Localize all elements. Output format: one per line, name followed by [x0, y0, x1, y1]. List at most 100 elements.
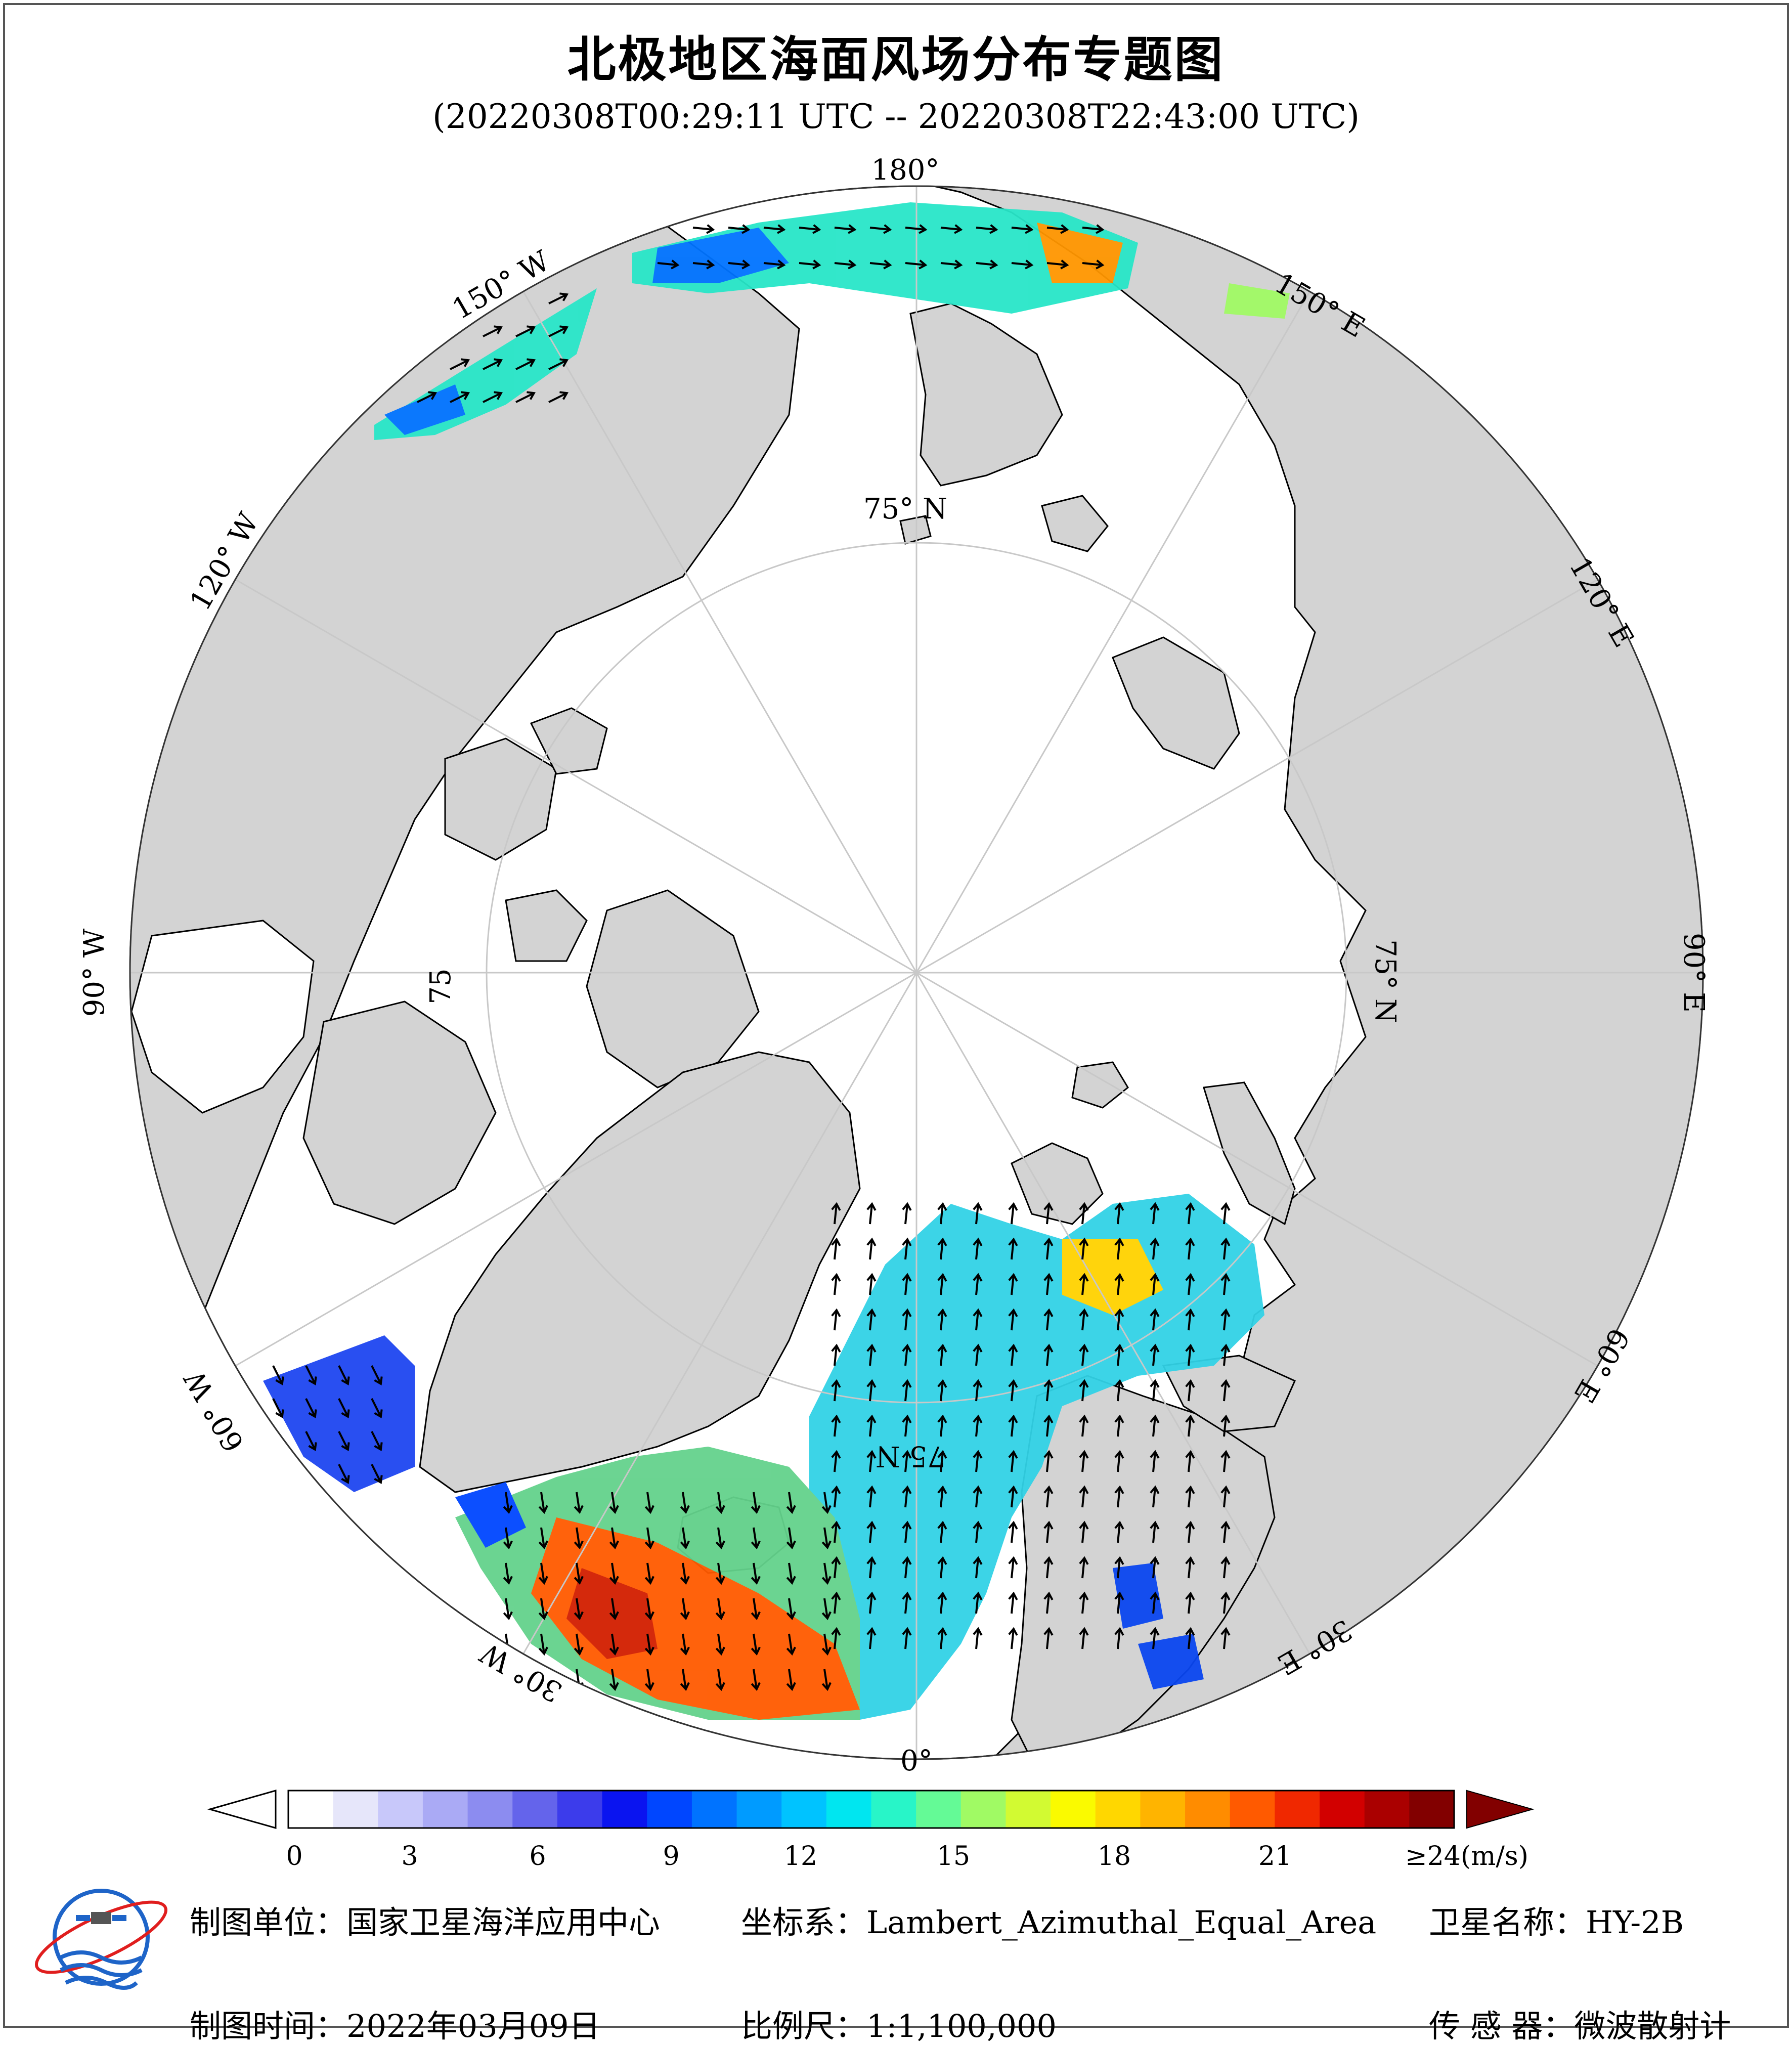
wind-arrow [866, 1627, 877, 1649]
graticule [130, 186, 1703, 1759]
info-scale-value: 1:1,100,000 [866, 2008, 1057, 2044]
info-org: 制图单位：国家卫星海洋应用中心 [190, 1897, 660, 1942]
wind-arrow [1150, 1273, 1160, 1295]
colorbar [207, 1790, 1535, 1829]
wind-arrow [973, 1237, 983, 1260]
wind-arrow [866, 1202, 877, 1225]
wind-arrow [831, 1520, 841, 1543]
colorbar-tick-9: 9 [663, 1841, 680, 1871]
wind-arrow [1220, 1520, 1231, 1543]
colorbar-tick-15: 15 [936, 1841, 971, 1871]
wind-arrow [937, 1414, 947, 1437]
wind-arrow [976, 224, 998, 234]
wind-arrow [786, 1598, 796, 1621]
wind-arrow [937, 1450, 947, 1472]
wind-arrow [1185, 1591, 1195, 1614]
wind-arrow [450, 358, 470, 370]
swath-baltic2 [1138, 1634, 1204, 1689]
wind-arrow [1008, 1343, 1018, 1366]
wind-arrow [515, 358, 536, 370]
wind-vector-arrows [272, 224, 1231, 1691]
wind-arrow [1008, 1237, 1018, 1260]
wind-arrow [1114, 1520, 1124, 1543]
colorbar-cell [647, 1791, 692, 1828]
colorbar-cell [1185, 1791, 1231, 1828]
wind-arrow [609, 1562, 619, 1585]
wind-arrow [786, 1492, 796, 1514]
wind-arrow [831, 1414, 841, 1437]
wind-arrow [1008, 1591, 1018, 1614]
wind-arrow [902, 1591, 912, 1614]
colorbar-cells [288, 1791, 1455, 1828]
wind-arrow [1079, 1450, 1089, 1472]
colorbar-cell [691, 1791, 737, 1828]
colorbar-cell [422, 1791, 468, 1828]
wind-arrow [371, 1464, 383, 1485]
wind-arrow [644, 1527, 654, 1550]
wind-arrow [786, 1562, 796, 1585]
wind-arrow [1114, 1591, 1124, 1614]
land-baffin-island [302, 1000, 497, 1225]
wind-arrow [1185, 1520, 1195, 1543]
map-subtitle: (20220308T00:29:11 UTC -- 20220308T22:43… [432, 97, 1360, 136]
wind-arrow [1150, 1308, 1160, 1331]
wind-arrow [1043, 1591, 1054, 1614]
wind-arrow [609, 1598, 619, 1621]
wind-arrow [831, 1308, 841, 1331]
wind-arrow [1008, 1556, 1018, 1579]
wind-arrow [609, 1633, 619, 1656]
wind-arrow [786, 1669, 796, 1691]
wind-arrow [1185, 1379, 1195, 1402]
wind-arrow [1185, 1202, 1195, 1225]
wind-arrow [973, 1414, 983, 1437]
wind-arrow [973, 1343, 983, 1366]
wind-arrow [937, 1379, 947, 1402]
wind-arrow [831, 1450, 841, 1472]
wind-arrow [866, 1450, 877, 1472]
nsoas-logo [34, 1889, 168, 1990]
wind-arrow [866, 1343, 877, 1366]
wind-arrow [902, 1556, 912, 1579]
wind-arrow [1079, 1414, 1089, 1437]
wind-arrow [1150, 1520, 1160, 1543]
info-sat-label: 卫星名称： [1429, 1904, 1586, 1941]
colorbar-cell [1320, 1791, 1365, 1828]
wind-arrow [902, 1414, 912, 1437]
land-novaya-zemlya [1203, 1081, 1296, 1226]
wind-arrow [1150, 1591, 1160, 1614]
colorbar-cell [916, 1791, 961, 1828]
info-coord-label: 坐标系： [741, 1904, 867, 1941]
info-org-value: 国家卫星海洋应用中心 [346, 1904, 661, 1941]
wind-arrow [866, 1379, 877, 1402]
wind-arrow [866, 1591, 877, 1614]
wind-arrow [973, 1379, 983, 1402]
wind-arrow [305, 1398, 317, 1419]
wind-arrow [715, 1492, 725, 1514]
wind-arrow [866, 1414, 877, 1437]
wind-arrow [515, 391, 536, 403]
wind-arrow [680, 1562, 690, 1585]
label-lon-180: 180° [871, 154, 940, 187]
wind-arrow [1079, 1485, 1089, 1508]
wind-arrow [1220, 1308, 1231, 1331]
wind-arrow [1220, 1273, 1231, 1295]
wind-arrow [1114, 1485, 1124, 1508]
colorbar-tick-12: 12 [783, 1841, 818, 1871]
wind-arrow [1043, 1414, 1054, 1437]
land-banks-island [530, 707, 608, 775]
wind-arrow [1008, 1273, 1018, 1295]
land-franz-josef [1071, 1061, 1129, 1109]
label-lat-75-left: 75 [424, 968, 457, 1004]
wind-arrow [644, 1669, 654, 1691]
wind-arrow [1185, 1273, 1195, 1295]
swath-denmark-blue [455, 1482, 526, 1548]
wind-arrow [338, 1431, 350, 1452]
colorbar-cell [557, 1791, 603, 1828]
wind-arrow [1114, 1343, 1124, 1366]
wind-arrow [1046, 259, 1069, 270]
wind-arrow [483, 358, 503, 370]
swath-okhotsk [1224, 283, 1290, 319]
wind-arrow [1150, 1627, 1160, 1649]
wind-arrow [1220, 1237, 1231, 1260]
